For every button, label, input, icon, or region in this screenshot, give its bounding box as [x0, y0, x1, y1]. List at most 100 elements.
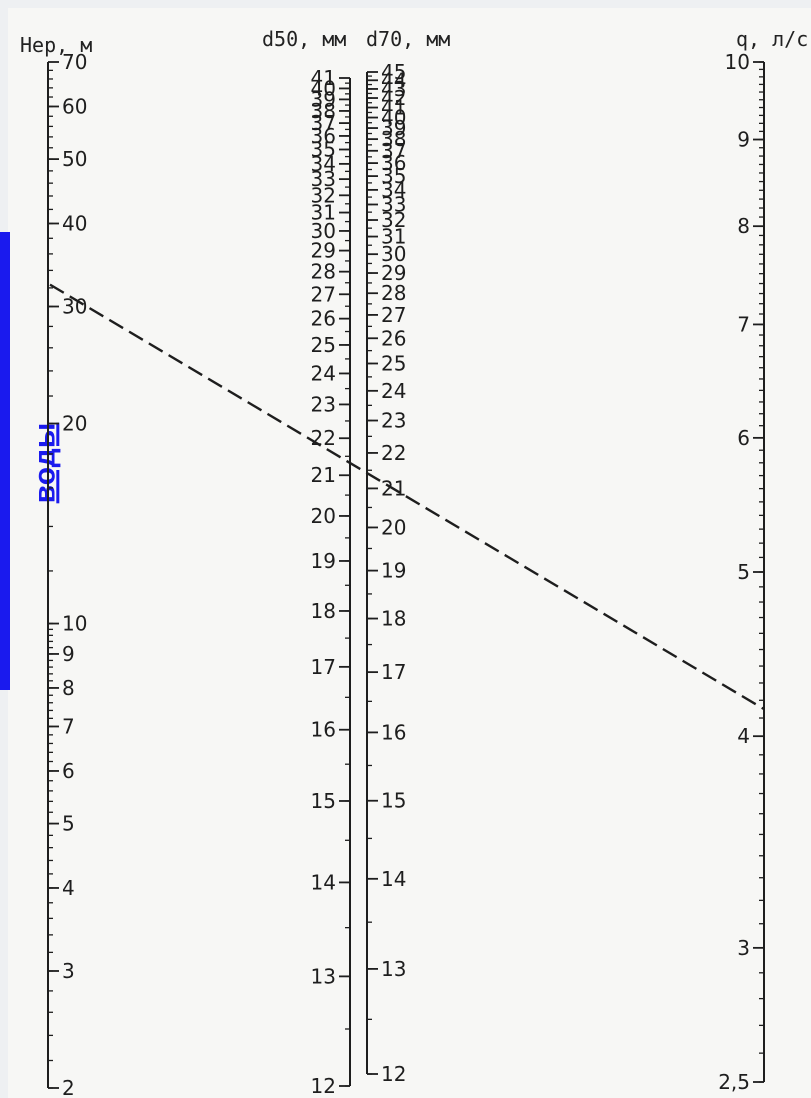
tick-label: 3	[62, 959, 75, 983]
tick-label: 22	[381, 441, 406, 465]
axis-q: 2,5 3 4 5 6 7 8 9 10	[718, 50, 765, 1094]
tick-label: 29	[311, 239, 336, 263]
tick-label: 10	[62, 612, 87, 636]
tick-label: 18	[311, 599, 336, 623]
tick-label: 31	[381, 225, 406, 249]
tick-label: 38	[311, 99, 336, 123]
tick-label: 6	[62, 759, 75, 783]
tick-label: 35	[381, 164, 406, 188]
tick-label: 42	[381, 86, 406, 110]
tick-label: 41	[311, 66, 336, 90]
tick-label: 32	[381, 208, 406, 232]
tick-label: 14	[381, 867, 406, 891]
tick-label: 12	[381, 1062, 406, 1086]
tick-label: 36	[311, 124, 336, 148]
tick-label: 17	[311, 655, 336, 679]
tick-label: 19	[381, 559, 406, 583]
tick-label: 18	[381, 607, 406, 631]
tick-label: 30	[381, 242, 406, 266]
tick-label: 22	[311, 426, 336, 450]
tick-label: 43	[381, 77, 406, 101]
tick-label: 15	[311, 789, 336, 813]
axis-title-d70: d70, мм	[366, 27, 450, 51]
tick-label: 3	[737, 936, 750, 960]
tick-label: 36	[381, 151, 406, 175]
tick-label: 40	[62, 211, 87, 235]
tick-label: 9	[62, 642, 75, 666]
tick-label: 40	[311, 76, 336, 100]
tick-label: 5	[62, 812, 75, 836]
tick-label: 16	[381, 720, 406, 744]
tick-label: 9	[737, 128, 750, 152]
axis-titles: Hер, м d50, мм d70, мм q, л/с	[20, 27, 808, 57]
tick-label: 4	[62, 876, 75, 900]
axis-title-h-er: Hер, м	[20, 33, 92, 57]
tick-label: 60	[62, 94, 87, 118]
tick-label: 2	[62, 1076, 75, 1098]
tick-label: 25	[381, 351, 406, 375]
tick-label: 2,5	[718, 1070, 750, 1094]
tick-label: 41	[381, 96, 406, 120]
axis-title-d50: d50, мм	[262, 27, 346, 51]
tick-label: 23	[311, 392, 336, 416]
key-line-dashed	[49, 283, 765, 711]
tick-label: 44	[381, 68, 406, 92]
tick-label: 19	[311, 549, 336, 573]
tick-label: 20	[381, 515, 406, 539]
tick-label: 14	[311, 870, 336, 894]
tick-label: 5	[737, 560, 750, 584]
tick-label: 39	[381, 116, 406, 140]
tick-label: 27	[311, 282, 336, 306]
axis-title-q: q, л/с	[736, 27, 808, 51]
tick-label: 34	[381, 178, 406, 202]
tick-label: 23	[381, 409, 406, 433]
tick-label: 35	[311, 138, 336, 162]
tick-label: 25	[311, 333, 336, 357]
tick-label: 6	[737, 426, 750, 450]
axes-layer: 2345678910203040506070121314151617181920…	[47, 50, 765, 1098]
tick-label: 7	[62, 714, 75, 738]
tick-label: 34	[311, 152, 336, 176]
tick-label: 15	[381, 789, 406, 813]
tick-label: 8	[62, 676, 75, 700]
tick-label: 21	[311, 463, 336, 487]
tick-label: 31	[311, 201, 336, 225]
tick-label: 50	[62, 147, 87, 171]
tick-label: 12	[311, 1074, 336, 1098]
tick-label: 30	[311, 219, 336, 243]
tick-label: 20	[62, 412, 87, 436]
tick-label: 38	[381, 127, 406, 151]
tick-label: 20	[311, 504, 336, 528]
tick-label: 7	[737, 312, 750, 336]
tick-label: 37	[381, 139, 406, 163]
tick-label: 4	[737, 724, 750, 748]
tick-label: 16	[311, 718, 336, 742]
tick-label: 39	[311, 87, 336, 111]
tick-label: 13	[311, 964, 336, 988]
tick-label: 29	[381, 261, 406, 285]
tick-label: 24	[311, 361, 336, 385]
axis-d50: 12 13 14 15 16 17 18 19 20 21 22 23 24 25262728293031…	[311, 66, 351, 1098]
tick-label: 24	[381, 379, 406, 403]
tick-label: 13	[381, 957, 406, 981]
axis-d70: 1213141516171819202122232425262728293031…	[366, 60, 406, 1086]
tick-label: 70	[62, 50, 87, 74]
tick-label: 37	[311, 111, 336, 135]
tick-label: 27	[381, 303, 406, 327]
tick-label: 8	[737, 214, 750, 238]
side-accent-bar	[0, 232, 10, 690]
tick-label: 28	[311, 260, 336, 284]
tick-label: 26	[311, 307, 336, 331]
tick-label: 32	[311, 183, 336, 207]
tick-label: 33	[311, 167, 336, 191]
tick-label: 26	[381, 326, 406, 350]
chart-paper	[8, 8, 811, 1098]
tick-label: 17	[381, 660, 406, 684]
tick-label: 28	[381, 281, 406, 305]
tick-label: 40	[381, 106, 406, 130]
tick-label: 10	[725, 50, 750, 74]
tick-label: 45	[381, 60, 406, 84]
